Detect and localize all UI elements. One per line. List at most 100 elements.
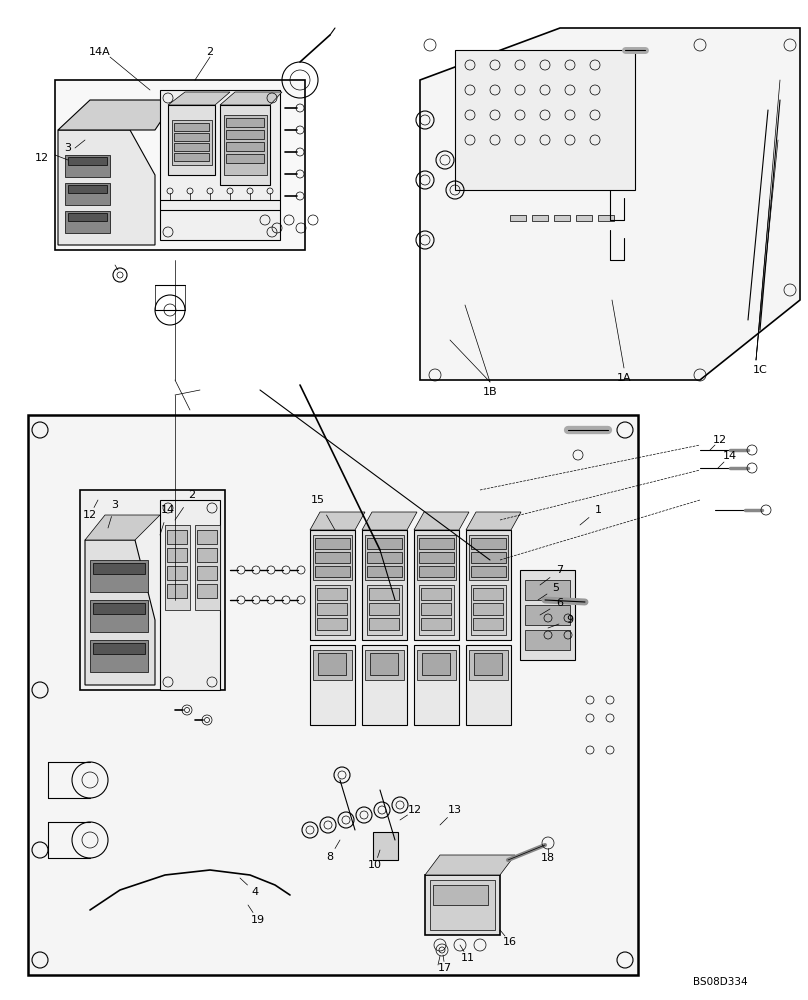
- Bar: [455, 50, 635, 190]
- Bar: [315, 566, 350, 577]
- Text: 7: 7: [557, 565, 563, 575]
- Text: 3: 3: [65, 143, 71, 153]
- Polygon shape: [68, 157, 107, 165]
- Polygon shape: [365, 650, 404, 680]
- Polygon shape: [362, 512, 417, 530]
- Text: 6: 6: [557, 598, 563, 608]
- Bar: [474, 653, 502, 675]
- Polygon shape: [362, 530, 407, 640]
- Bar: [367, 566, 402, 577]
- Polygon shape: [160, 500, 220, 690]
- Polygon shape: [520, 570, 575, 660]
- Bar: [419, 538, 454, 549]
- Bar: [367, 538, 402, 549]
- Bar: [167, 584, 187, 598]
- Bar: [197, 566, 217, 580]
- Polygon shape: [65, 183, 110, 205]
- Polygon shape: [172, 120, 212, 165]
- Bar: [421, 603, 451, 615]
- Bar: [471, 538, 506, 549]
- Bar: [369, 618, 399, 630]
- Text: 1: 1: [595, 505, 601, 515]
- Text: 10: 10: [368, 860, 382, 870]
- Text: 1A: 1A: [617, 373, 631, 383]
- Bar: [174, 143, 209, 151]
- Bar: [167, 548, 187, 562]
- Text: 9: 9: [566, 615, 574, 625]
- Bar: [471, 566, 506, 577]
- Polygon shape: [466, 645, 511, 725]
- Bar: [471, 552, 506, 563]
- Bar: [370, 653, 398, 675]
- Polygon shape: [419, 585, 454, 635]
- Text: 2: 2: [206, 47, 213, 57]
- Polygon shape: [414, 645, 459, 725]
- Bar: [174, 133, 209, 141]
- Bar: [598, 215, 614, 221]
- Polygon shape: [165, 525, 190, 610]
- Bar: [473, 588, 503, 600]
- Bar: [226, 154, 264, 163]
- Text: 12: 12: [35, 153, 49, 163]
- Polygon shape: [315, 585, 350, 635]
- Polygon shape: [365, 535, 404, 580]
- Polygon shape: [160, 90, 280, 240]
- Bar: [525, 580, 570, 600]
- Text: 4: 4: [251, 887, 259, 897]
- Bar: [167, 566, 187, 580]
- Polygon shape: [469, 650, 508, 680]
- Bar: [369, 588, 399, 600]
- Bar: [197, 548, 217, 562]
- Bar: [473, 618, 503, 630]
- Text: 2: 2: [188, 490, 196, 500]
- Polygon shape: [310, 645, 355, 725]
- Polygon shape: [310, 530, 355, 640]
- Text: 12: 12: [83, 510, 97, 520]
- Text: BS08D334: BS08D334: [692, 977, 747, 987]
- Bar: [510, 215, 526, 221]
- Text: 13: 13: [448, 805, 462, 815]
- Bar: [174, 123, 209, 131]
- Polygon shape: [80, 490, 225, 690]
- Polygon shape: [414, 530, 459, 640]
- Bar: [433, 885, 488, 905]
- Polygon shape: [310, 512, 365, 530]
- Text: 14: 14: [723, 451, 737, 461]
- Polygon shape: [93, 603, 145, 614]
- Bar: [226, 142, 264, 151]
- Text: 5: 5: [553, 583, 559, 593]
- Bar: [369, 603, 399, 615]
- Text: 14: 14: [161, 505, 175, 515]
- Bar: [317, 618, 347, 630]
- Bar: [317, 588, 347, 600]
- Polygon shape: [471, 585, 506, 635]
- Polygon shape: [68, 213, 107, 221]
- Polygon shape: [65, 155, 110, 177]
- Text: 12: 12: [408, 805, 422, 815]
- Polygon shape: [466, 512, 521, 530]
- Polygon shape: [55, 80, 305, 250]
- Polygon shape: [469, 535, 508, 580]
- Polygon shape: [220, 92, 282, 105]
- Polygon shape: [168, 105, 215, 175]
- Bar: [174, 153, 209, 161]
- Bar: [367, 552, 402, 563]
- Bar: [317, 603, 347, 615]
- Polygon shape: [195, 525, 220, 610]
- Polygon shape: [220, 105, 270, 185]
- Bar: [525, 630, 570, 650]
- Polygon shape: [93, 643, 145, 654]
- Text: 16: 16: [503, 937, 517, 947]
- Polygon shape: [414, 512, 469, 530]
- Polygon shape: [90, 600, 148, 632]
- Text: 17: 17: [438, 963, 452, 973]
- Text: 1B: 1B: [482, 387, 497, 397]
- Text: 19: 19: [251, 915, 265, 925]
- Bar: [315, 552, 350, 563]
- Polygon shape: [93, 563, 145, 574]
- Bar: [197, 530, 217, 544]
- Text: 14A: 14A: [89, 47, 111, 57]
- Bar: [421, 588, 451, 600]
- Polygon shape: [425, 875, 500, 935]
- Polygon shape: [65, 211, 110, 233]
